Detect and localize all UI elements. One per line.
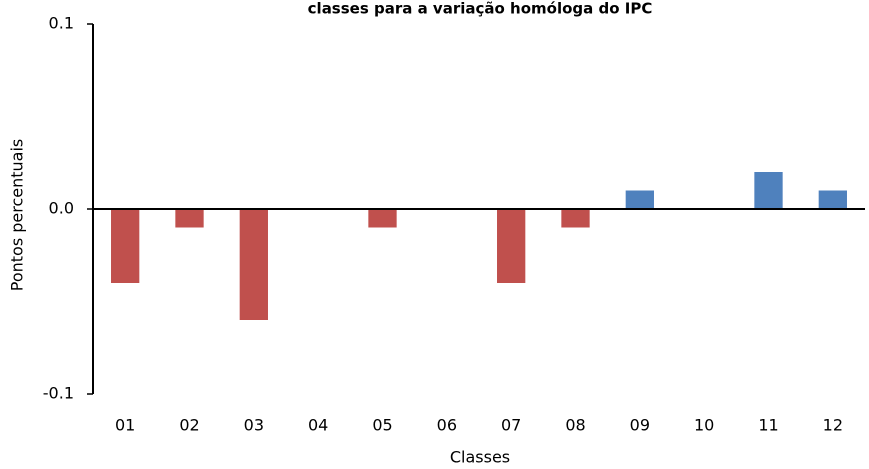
x-tick-label: 08 [565, 416, 585, 435]
y-tick-label: 0.1 [49, 14, 74, 33]
x-axis-label: Classes [450, 448, 510, 467]
bar [625, 190, 654, 209]
bar [818, 190, 847, 209]
y-tick-label: -0.1 [43, 384, 74, 403]
bar [561, 209, 590, 228]
x-tick-label: 09 [630, 416, 650, 435]
x-tick-label: 12 [823, 416, 843, 435]
x-tick-label: 07 [501, 416, 521, 435]
x-tick-label: 06 [437, 416, 457, 435]
x-tick-label: 10 [694, 416, 714, 435]
x-tick-label: 04 [308, 416, 328, 435]
bar [111, 209, 140, 283]
bar [497, 209, 526, 283]
bar [754, 172, 783, 209]
x-tick-label: 05 [372, 416, 392, 435]
bar [368, 209, 397, 228]
x-tick-label: 01 [115, 416, 135, 435]
bar [239, 209, 268, 320]
bar [175, 209, 204, 228]
x-tick-label: 02 [179, 416, 199, 435]
y-tick-label: 0.0 [49, 199, 74, 218]
x-tick-label: 11 [758, 416, 778, 435]
y-axis-label: Pontos percentuais [8, 139, 27, 292]
chart-title: classes para a variação homóloga do IPC [308, 0, 653, 18]
x-tick-label: 03 [244, 416, 264, 435]
